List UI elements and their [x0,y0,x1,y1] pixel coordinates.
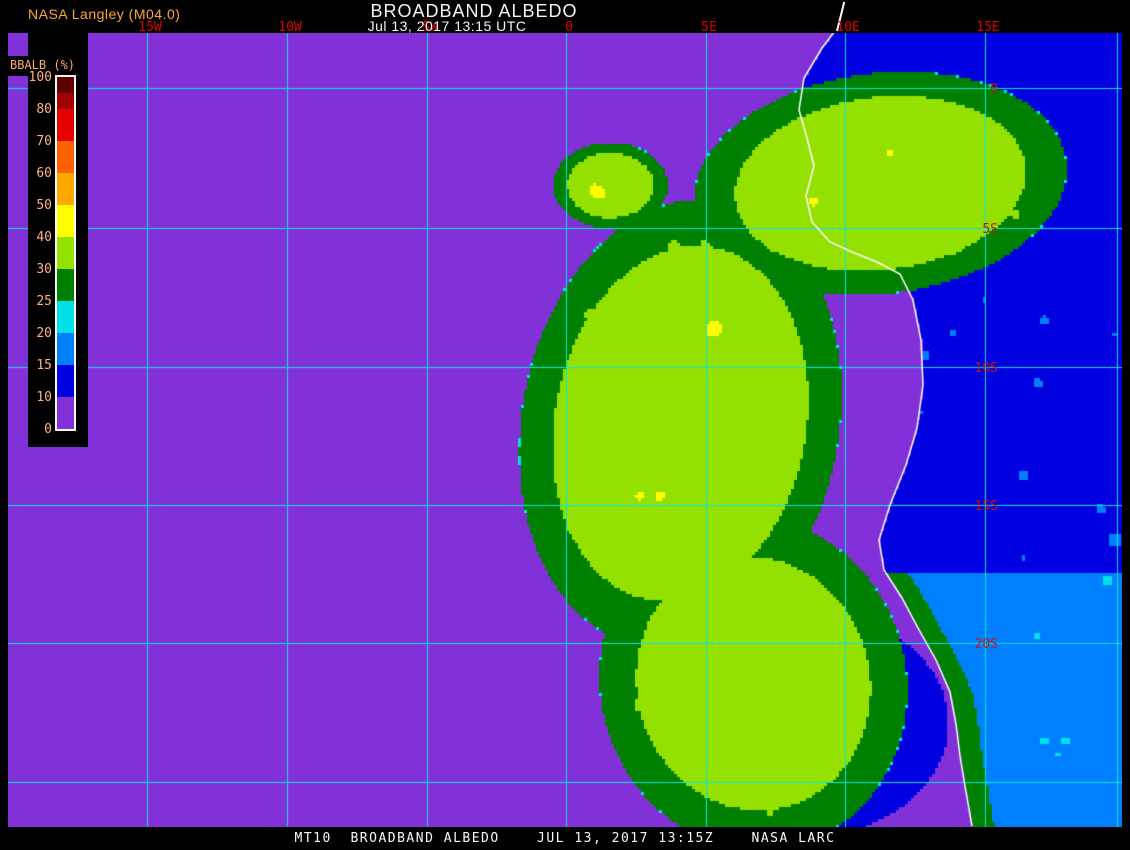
latitude-label: 15S [974,499,998,514]
colorbar-tick-label: 80 [36,102,52,117]
colorbar-tick-label: 60 [36,166,52,181]
colorbar-tick-label: 100 [28,70,52,85]
colorbar-segment [57,333,74,365]
colorbar-tick-label: 0 [44,422,52,437]
colorbar-tick-label: 15 [36,358,52,373]
map-datetime: Jul 13, 2017 13:15 UTC [367,18,527,34]
colorbar-label-strip [8,56,88,76]
colorbar-segment [57,269,74,301]
longitude-label: 15W [138,20,162,35]
colorbar-tick-label: 25 [36,294,52,309]
colorbar-tick-label: 40 [36,230,52,245]
colorbar-segment [57,141,74,173]
colorbar-segment [57,397,74,429]
latitude-label: 5S [982,222,998,237]
colorbar-segment [57,93,74,109]
latitude-label: 10S [974,361,998,376]
longitude-label: 0 [565,20,573,35]
colorbar-segment [57,237,74,269]
longitude-label: 10E [836,20,860,35]
colorbar-tick-label: 20 [36,326,52,341]
latitude-label: 20S [974,637,998,652]
footer-caption: MT10 BROADBAND ALBEDO JUL 13, 2017 13:15… [294,831,836,846]
longitude-label: 5E [701,20,717,35]
colorbar-tick-label: 50 [36,198,52,213]
colorbar-segment [57,365,74,397]
colorbar-segment [57,205,74,237]
app-credit: NASA Langley (M04.0) [28,6,181,22]
colorbar-title: BBALB (%) [10,58,76,72]
colorbar-tick-label: 30 [36,262,52,277]
colorbar-tick-label: 70 [36,134,52,149]
longitude-label: 15E [976,20,1000,35]
latitude-label: 0 [990,82,998,97]
albedo-map-canvas [8,33,1122,827]
colorbar-tick-label: 10 [36,390,52,405]
colorbar-segment [57,77,74,93]
colorbar-segment [57,109,74,141]
colorbar-segment [57,173,74,205]
map-title: BROADBAND ALBEDO [370,1,578,21]
longitude-label: 5W [422,20,438,35]
colorbar [55,75,76,431]
colorbar-segment [57,301,74,333]
longitude-label: 10W [278,20,302,35]
